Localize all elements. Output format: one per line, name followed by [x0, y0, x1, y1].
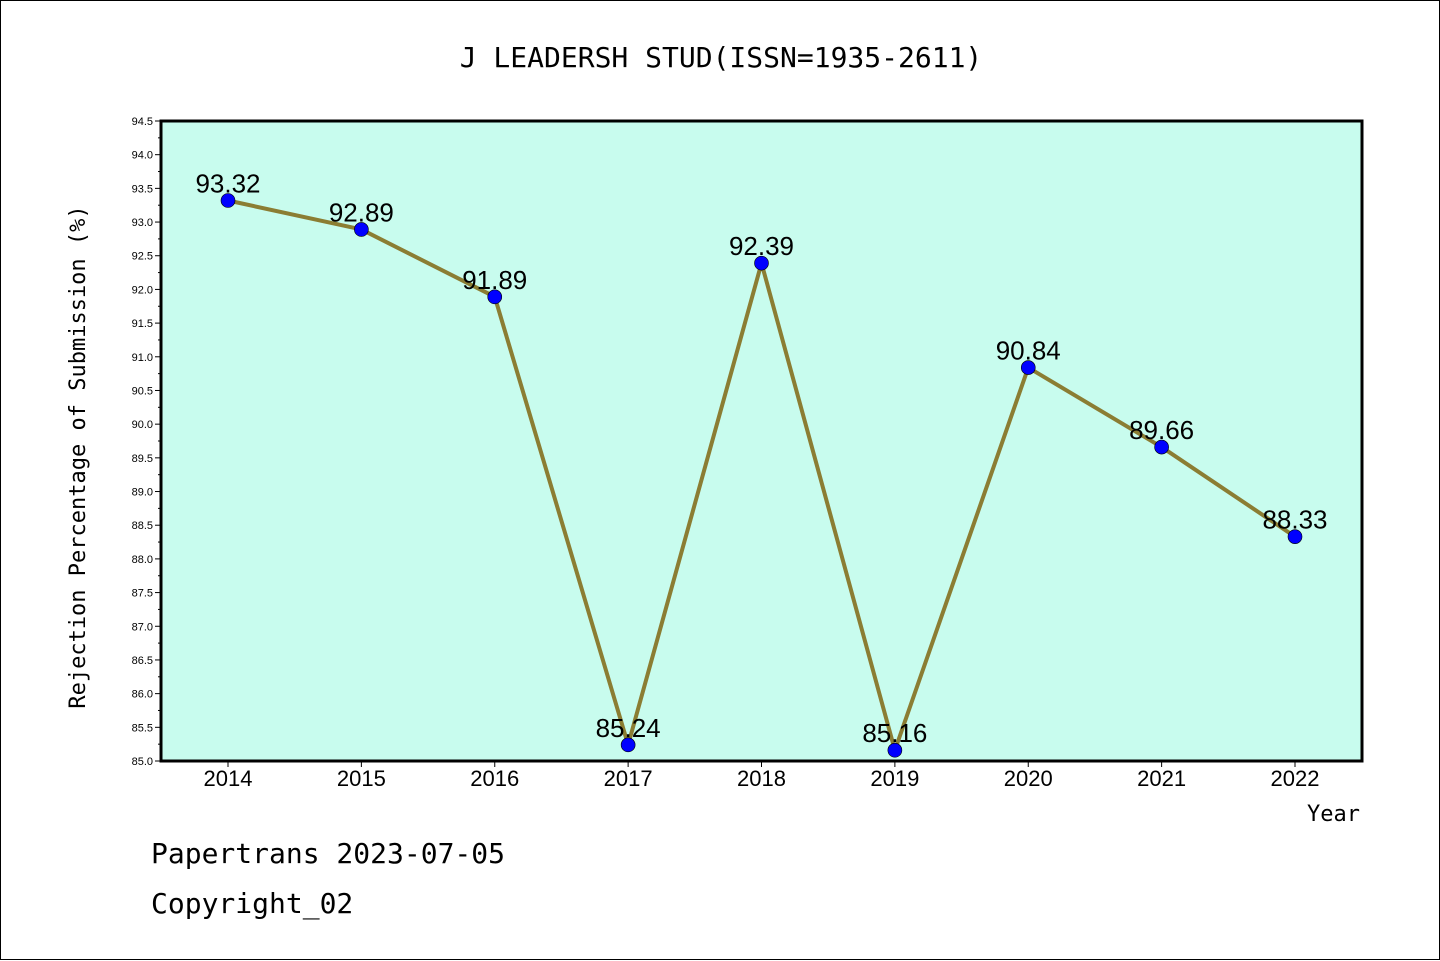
data-point-2017 — [620, 737, 636, 753]
x-tick-label: 2019 — [870, 766, 919, 791]
data-label-2015: 92.89 — [329, 197, 394, 227]
y-tick-label: 90.5 — [132, 385, 153, 397]
data-label-2017: 85.24 — [596, 713, 661, 743]
data-point-2016 — [487, 289, 503, 305]
data-point-2022 — [1287, 529, 1303, 544]
data-label-2014: 93.32 — [195, 168, 260, 198]
y-axis: 85.0 85.5 86.0 86.5 87.0 87.5 88.0 88.5 89.0 89.5… — [132, 116, 161, 768]
y-tick-label: 88.5 — [132, 520, 153, 532]
data-label-2021: 89.66 — [1129, 415, 1194, 445]
y-tick-label: 90.0 — [132, 419, 153, 431]
y-tick-label: 91.5 — [132, 318, 153, 330]
y-tick-label: 93.0 — [132, 217, 153, 229]
y-axis-label: Rejection Percentage of Submission (%) — [66, 205, 91, 708]
footer-copyright: Copyright_02 — [151, 887, 354, 920]
x-tick-label: 2022 — [1271, 766, 1320, 791]
data-point-2015 — [354, 222, 369, 237]
x-tick-label: 2014 — [204, 766, 253, 791]
y-tick-label: 94.5 — [132, 116, 153, 128]
chart-title: J LEADERSH STUD(ISSN=1935-2611) — [460, 41, 983, 74]
x-tick-label: 2016 — [470, 766, 519, 791]
data-point-2014 — [220, 193, 236, 208]
y-tick-label: 91.0 — [132, 352, 153, 364]
data-point-2018 — [754, 255, 769, 271]
y-tick-label: 85.0 — [132, 756, 153, 768]
y-tick-label: 93.5 — [132, 183, 153, 195]
y-tick-label: 92.0 — [132, 284, 153, 296]
data-label-2018: 92.39 — [729, 231, 794, 261]
y-tick-label: 87.5 — [132, 588, 153, 600]
data-point-2019 — [887, 742, 903, 758]
x-tick-label: 2020 — [1004, 766, 1053, 791]
x-tick-label: 2015 — [337, 766, 386, 791]
data-label-2022: 88.33 — [1262, 505, 1327, 535]
x-tick-label: 2021 — [1137, 766, 1186, 791]
x-tick-label: 2018 — [737, 766, 786, 791]
data-label-2019: 85.16 — [862, 718, 927, 748]
y-tick-label: 87.0 — [132, 621, 153, 633]
x-axis-label: Year — [1307, 802, 1360, 827]
y-tick-label: 88.0 — [132, 554, 153, 566]
data-label-2020: 90.84 — [996, 336, 1061, 366]
series-line — [220, 193, 1303, 758]
data-label-2016: 91.89 — [462, 265, 527, 295]
y-tick-label: 86.5 — [132, 655, 153, 667]
y-tick-label: 85.5 — [132, 722, 153, 734]
data-labels: 93.32 92.89 91.89 85.24 92.39 85.16 90.84 89.66… — [195, 168, 1327, 748]
y-tick-label: 89.0 — [132, 487, 153, 499]
y-tick-label: 92.5 — [132, 251, 153, 263]
data-point-2021 — [1154, 439, 1169, 455]
x-tick-label: 2017 — [604, 766, 653, 791]
y-tick-label: 86.0 — [132, 689, 153, 701]
data-point-2020 — [1020, 360, 1036, 375]
footer-date: Papertrans 2023-07-05 — [151, 837, 506, 870]
y-tick-label: 94.0 — [132, 150, 153, 162]
x-axis: 2014 2015 2016 2017 2018 2019 2020 2021 2022 — [204, 761, 1320, 791]
y-tick-label: 89.5 — [132, 453, 153, 465]
